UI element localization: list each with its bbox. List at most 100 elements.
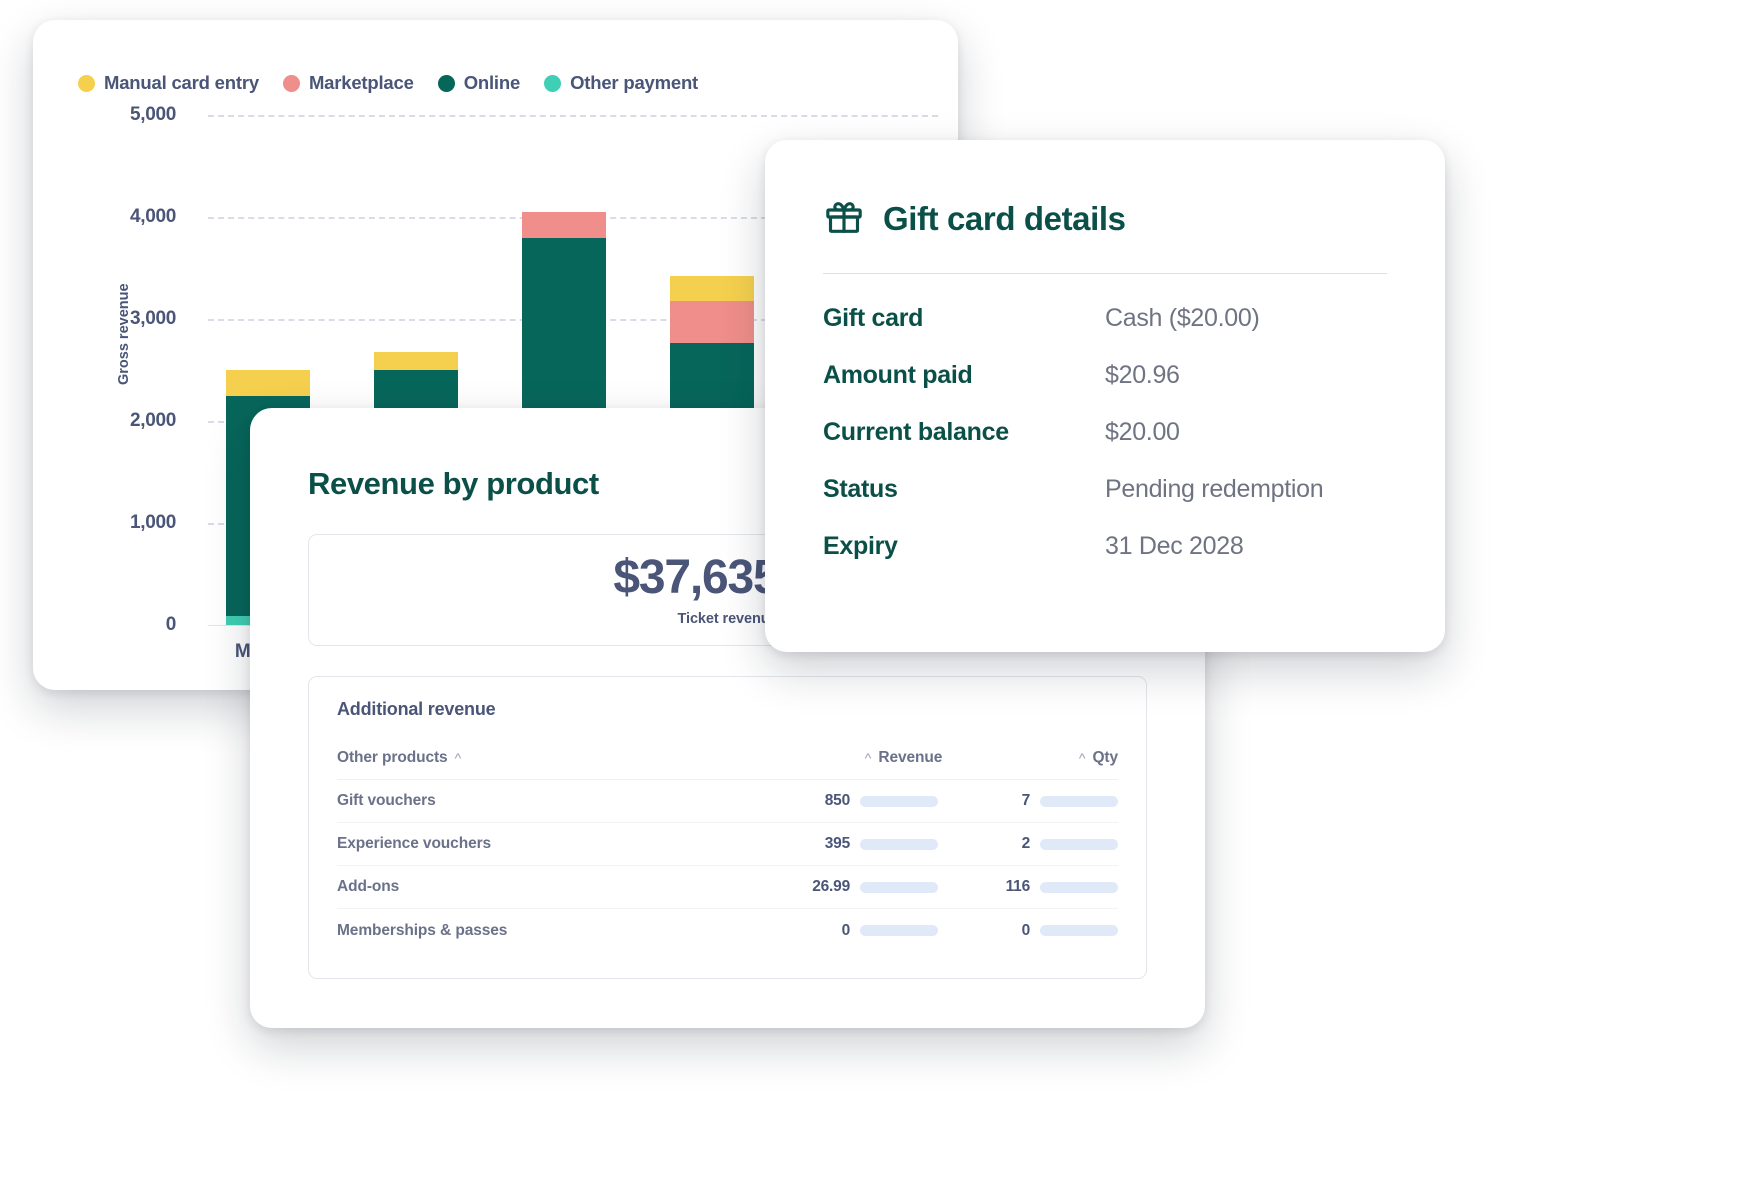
cell-qty: 0 [938, 922, 1118, 940]
gift-card-detail-row: Current balance $20.00 [823, 404, 1387, 461]
chevron-up-icon: ^ [864, 749, 872, 766]
gift-card-title: Gift card details [883, 199, 1126, 237]
revenue-bar-track [860, 795, 938, 807]
detail-key: Current balance [823, 418, 1009, 446]
legend-item-manual-card-entry[interactable]: Manual card entry [78, 72, 259, 94]
bar-segment-manual-card-entry [374, 352, 458, 370]
legend-label-marketplace: Marketplace [308, 72, 414, 93]
detail-key: Gift card [823, 304, 924, 332]
table-body: Gift vouchers 850 7 Experience vouchers 395 2… [337, 780, 1118, 952]
bar-segment-manual-card-entry [670, 276, 754, 301]
cell-revenue: 0 [744, 922, 938, 940]
gift-card-details-card: Gift card details Gift card Cash ($20.00)… [765, 140, 1445, 652]
revenue: 0 [754, 922, 938, 940]
legend-swatch-manual-card-entry [78, 74, 95, 92]
gift-card-header: Gift card details [765, 140, 1445, 241]
chevron-up-icon: ^ [1078, 749, 1086, 766]
detail-value: Pending redemption [1105, 475, 1324, 503]
detail-value: $20.96 [1105, 361, 1180, 389]
bar-segment-marketplace [670, 300, 754, 344]
chevron-up-icon: ^ [454, 749, 462, 766]
revenue-value: 850 [824, 792, 850, 809]
detail-key: Expiry [823, 532, 898, 560]
detail-key: Status [823, 475, 898, 503]
revenue-value: 395 [824, 835, 850, 852]
gift-card-detail-row: Gift card Cash ($20.00) [823, 290, 1387, 347]
cell-revenue: 395 [744, 835, 938, 853]
additional-revenue-table: Additional revenue Other products ^ ^ Re… [308, 676, 1147, 979]
revenue: 395 [754, 835, 938, 853]
legend-label-manual-card-entry: Manual card entry [104, 72, 259, 93]
gift-card-detail-row: Amount paid $20.96 [823, 347, 1387, 404]
column-header-qty-label: Qty [1092, 748, 1118, 766]
legend-label-online: Online [463, 72, 521, 93]
qty-value: 7 [1021, 792, 1031, 809]
qty-value: 2 [1021, 835, 1031, 852]
revenue-value: 26.99 [812, 878, 850, 895]
column-header-revenue-label: Revenue [878, 748, 943, 766]
y-axis-tick: 4,000 [129, 206, 176, 227]
cell-qty: 7 [938, 792, 1118, 810]
column-header-qty[interactable]: ^ Qty [942, 749, 1118, 767]
y-axis-tick: 0 [165, 614, 177, 635]
cell-revenue: 26.99 [744, 878, 938, 896]
y-axis-tick: 1,000 [129, 512, 176, 533]
bar-segment-manual-card-entry [226, 370, 310, 396]
qty: 0 [934, 922, 1118, 940]
cell-product-name: Add-ons [337, 878, 400, 895]
gift-card-detail-rows: Gift card Cash ($20.00) Amount paid $20.96 C… [765, 274, 1445, 575]
y-axis-tick: 3,000 [129, 308, 176, 329]
legend-item-other-payment[interactable]: Other payment [544, 72, 698, 94]
qty-value: 116 [1005, 878, 1031, 895]
revenue-value: 0 [841, 921, 851, 939]
cell-product-name: Experience vouchers [337, 835, 492, 852]
y-axis-tick: 5,000 [129, 104, 176, 125]
gift-icon [823, 196, 865, 241]
qty-bar-track [1040, 881, 1118, 893]
detail-value: Cash ($20.00) [1105, 304, 1260, 332]
table-row[interactable]: Experience vouchers 395 2 [337, 823, 1118, 866]
revenue-bar-track [860, 838, 938, 850]
qty-value: 0 [1021, 921, 1031, 939]
cell-qty: 116 [938, 878, 1118, 896]
legend-label-other-payment: Other payment [570, 72, 699, 93]
gift-card-detail-row: Status Pending redemption [823, 461, 1387, 518]
y-axis-ticks: 0 1,000 2,000 3,000 4,000 5,000 [78, 104, 198, 635]
cell-product-name: Memberships & passes [337, 921, 508, 939]
gift-card-divider [823, 273, 1387, 274]
revenue: 26.99 [754, 878, 938, 896]
cell-product-name: Gift vouchers [337, 792, 436, 809]
y-axis-tick: 2,000 [129, 410, 176, 431]
qty: 116 [934, 878, 1118, 896]
detail-key: Amount paid [823, 361, 973, 389]
additional-revenue-caption: Additional revenue [337, 699, 496, 719]
gift-card-detail-row: Expiry 31 Dec 2028 [823, 518, 1387, 575]
column-header-revenue[interactable]: ^ Revenue [747, 748, 943, 767]
qty-bar-track [1040, 838, 1118, 850]
chart-legend: Manual card entry Marketplace Online Oth… [78, 72, 698, 94]
legend-item-online[interactable]: Online [437, 72, 521, 94]
qty: 7 [934, 792, 1118, 810]
qty-bar-track [1040, 925, 1118, 936]
legend-swatch-marketplace [282, 74, 300, 92]
gridline [208, 115, 938, 117]
bar-segment-marketplace [522, 211, 606, 239]
qty-bar-track [1040, 795, 1118, 807]
column-header-other-products[interactable]: Other products ^ [337, 749, 747, 767]
detail-value: $20.00 [1105, 418, 1180, 446]
revenue: 850 [754, 792, 938, 810]
revenue-bar-track [860, 881, 938, 893]
table-row[interactable]: Add-ons 26.99 116 [337, 866, 1118, 909]
legend-item-marketplace[interactable]: Marketplace [282, 72, 414, 94]
qty: 2 [934, 835, 1118, 853]
legend-swatch-online [437, 74, 455, 92]
revenue-bar-track [860, 925, 938, 936]
table-header-row: Other products ^ ^ Revenue ^ Qty [337, 736, 1118, 780]
cell-qty: 2 [938, 835, 1118, 853]
ticket-revenue-caption: Ticket revenue [677, 610, 778, 627]
table-row[interactable]: Memberships & passes 0 0 [337, 909, 1118, 952]
column-header-other-products-label: Other products [337, 748, 448, 766]
legend-swatch-other-payment [544, 74, 562, 92]
table-row[interactable]: Gift vouchers 850 7 [337, 780, 1118, 823]
